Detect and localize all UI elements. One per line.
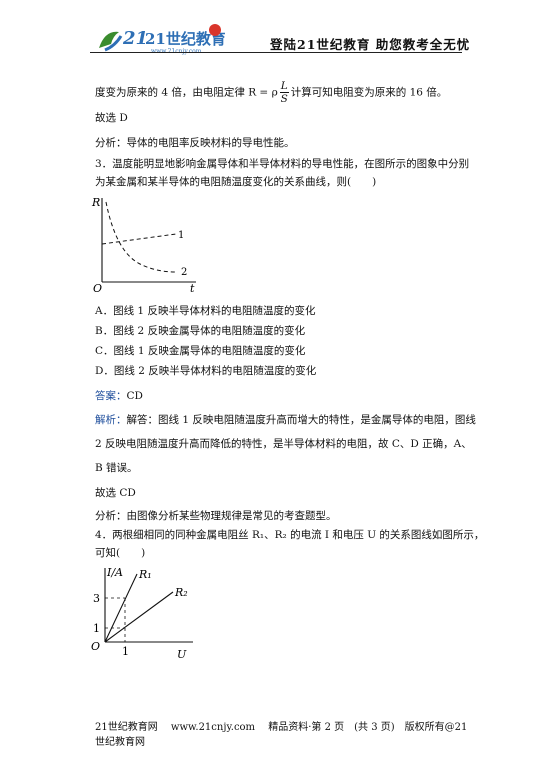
question-3-line-2: 为某金属和某半导体的电阻随温度变化的关系曲线，则( ) — [95, 176, 377, 188]
fraction-numerator: L — [279, 80, 289, 93]
explanation-label: 解析： — [95, 414, 127, 426]
explanation-line-2: 2 反映电阻随温度升高而降低的特性，是半导体材料的电阻，故 C、D 正确，A、 — [95, 438, 472, 450]
graph1-x-label: t — [190, 282, 195, 294]
logo-url: www.21cnjy.com — [151, 48, 202, 55]
header-divider — [90, 52, 462, 53]
option-b: B．图线 2 反映金属导体的电阻随温度的变化 — [95, 325, 306, 337]
page-footer: 21世纪教育网 www.21cnjy.com 精品资料·第 2 页 (共 3 页… — [95, 722, 468, 748]
logo-text: 21世纪教育 — [145, 30, 225, 48]
line-r1 — [104, 573, 138, 643]
fraction-denominator: S — [280, 93, 288, 105]
header-slogan: 登陆21世纪教育 助您教考全无忧 — [270, 37, 471, 52]
graph2-y-label: I/A — [106, 566, 123, 579]
current-voltage-graph: I/A U O R₁ R₂ 3 1 1 — [91, 566, 193, 661]
tick-x1: 1 — [122, 645, 129, 658]
curve-2-label: 2 — [181, 267, 187, 278]
question-3-line-1: 3．温度能明显地影响金属导体和半导体材料的导电性能，在图所示的图象中分别 — [95, 158, 470, 170]
formula-line: 度变为原来的 4 倍，由电阻定律 R = ρ L S 计算可知电阻变为原来的 16 倍… — [95, 80, 447, 105]
curve-2 — [105, 201, 177, 273]
option-c: C．图线 1 反映金属导体的电阻随温度的变化 — [95, 345, 306, 357]
explanation-text-1: 解答：图线 1 反映电阻随温度升高而增大的特性，是金属导体的电阻，图线 — [126, 414, 476, 426]
graph1-origin: O — [93, 282, 102, 294]
graph1-y-label: R — [91, 196, 100, 209]
tick-y1: 1 — [93, 622, 100, 635]
option-d: D．图线 2 反映半导体材料的电阻随温度的变化 — [95, 365, 317, 377]
site-logo: 21 21世纪教育 www.21cnjy.com — [95, 22, 226, 56]
choice-d-line: 故选 D — [95, 112, 128, 124]
curve-1 — [101, 233, 177, 245]
line-r1-label: R₁ — [138, 568, 152, 581]
resistance-temperature-graph: R t O 1 2 — [91, 196, 196, 294]
question-4-line-1: 4．两根细相同的同种金属电阻丝 R₁、R₂ 的电流 I 和电压 U 的关系图线如… — [95, 529, 485, 541]
line-r2-label: R₂ — [174, 586, 188, 599]
option-a: A．图线 1 反映半导体材料的电阻随温度的变化 — [95, 305, 316, 317]
logo-graphic: 21 21世纪教育 www.21cnjy.com — [99, 24, 226, 55]
answer-line: 答案：CD — [95, 389, 143, 403]
analysis-2: 分析：由图像分析某些物理规律是常见的考查题型。 — [95, 510, 337, 522]
formula-line-post: 计算可知电阻变为原来的 16 倍。 — [290, 86, 448, 99]
explanation-line-3: B 错误。 — [95, 462, 138, 474]
explanation-line-1: 解析：解答：图线 1 反映电阻随温度升高而增大的特性，是金属导体的电阻，图线 — [95, 413, 476, 427]
choice-cd-line: 故选 CD — [95, 487, 136, 499]
graph2-x-label: U — [177, 648, 187, 661]
svg-text:21: 21 — [122, 28, 148, 49]
graph2-origin: O — [91, 640, 100, 653]
answer-value: CD — [126, 390, 143, 402]
analysis-1: 分析：导体的电阻率反映材料的导电性能。 — [95, 137, 295, 149]
question-4-line-2: 可知( ) — [95, 547, 146, 559]
answer-label: 答案： — [95, 390, 127, 402]
formula-line-pre: 度变为原来的 4 倍，由电阻定律 R = ρ — [95, 86, 278, 99]
curve-1-label: 1 — [178, 230, 184, 241]
line-r2 — [104, 591, 174, 643]
tick-y3: 3 — [93, 592, 100, 605]
